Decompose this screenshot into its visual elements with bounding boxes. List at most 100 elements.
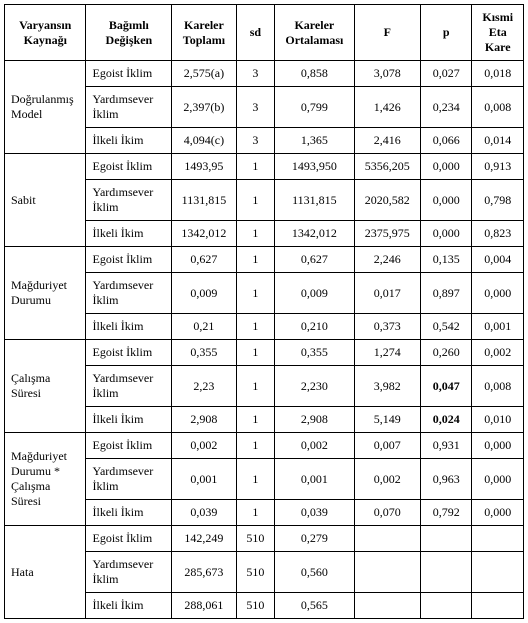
sd-cell: 1	[236, 314, 275, 340]
sd-cell: 1	[236, 273, 275, 314]
dv-cell: Egoist İklim	[86, 61, 172, 87]
f-cell: 3,982	[354, 366, 420, 407]
dv-cell: İlkeli İkim	[86, 128, 172, 154]
f-cell: 5,149	[354, 407, 420, 433]
header-row: Varyansın Kaynağı Bağımlı Değişken Karel…	[5, 5, 524, 61]
ms-cell: 0,627	[275, 247, 354, 273]
f-cell: 2020,582	[354, 180, 420, 221]
header-ms: Kareler Ortalaması	[275, 5, 354, 61]
table-row: SabitEgoist İklim1493,9511493,9505356,20…	[5, 154, 524, 180]
ss-cell: 0,21	[172, 314, 236, 340]
ss-cell: 0,355	[172, 340, 236, 366]
dv-cell: İlkeli İkim	[86, 314, 172, 340]
dv-cell: Yardımsever İklim	[86, 366, 172, 407]
dv-cell: Egoist İklim	[86, 526, 172, 552]
f-cell: 3,078	[354, 61, 420, 87]
eta-cell: 0,000	[472, 273, 524, 314]
p-cell: 0,135	[421, 247, 472, 273]
p-cell	[421, 593, 472, 619]
p-cell: 0,000	[421, 221, 472, 247]
table-row: Mağduriyet DurumuEgoist İklim0,62710,627…	[5, 247, 524, 273]
dv-cell: Yardımsever İklim	[86, 552, 172, 593]
sd-cell: 510	[236, 552, 275, 593]
f-cell	[354, 593, 420, 619]
sd-cell: 3	[236, 87, 275, 128]
ss-cell: 0,039	[172, 500, 236, 526]
source-cell: Mağduriyet Durumu * Çalışma Süresi	[5, 433, 86, 526]
f-cell	[354, 526, 420, 552]
ss-cell: 142,249	[172, 526, 236, 552]
ms-cell: 0,799	[275, 87, 354, 128]
dv-cell: Egoist İklim	[86, 433, 172, 459]
p-cell: 0,000	[421, 154, 472, 180]
p-cell	[421, 552, 472, 593]
dv-cell: İlkeli İkim	[86, 500, 172, 526]
ss-cell: 2,575(a)	[172, 61, 236, 87]
sd-cell: 1	[236, 180, 275, 221]
p-cell: 0,024	[421, 407, 472, 433]
sd-cell: 1	[236, 366, 275, 407]
header-sd: sd	[236, 5, 275, 61]
f-cell: 1,274	[354, 340, 420, 366]
header-eta: Kısmi Eta Kare	[472, 5, 524, 61]
ms-cell: 2,908	[275, 407, 354, 433]
ms-cell: 0,210	[275, 314, 354, 340]
p-cell: 0,542	[421, 314, 472, 340]
sd-cell: 510	[236, 593, 275, 619]
f-cell: 5356,205	[354, 154, 420, 180]
p-cell: 0,963	[421, 459, 472, 500]
f-cell: 0,002	[354, 459, 420, 500]
ms-cell: 1493,950	[275, 154, 354, 180]
f-cell: 0,017	[354, 273, 420, 314]
ms-cell: 0,355	[275, 340, 354, 366]
ms-cell: 2,230	[275, 366, 354, 407]
eta-cell: 0,018	[472, 61, 524, 87]
header-source: Varyansın Kaynağı	[5, 5, 86, 61]
source-cell: Sabit	[5, 154, 86, 247]
p-cell: 0,897	[421, 273, 472, 314]
sd-cell: 1	[236, 459, 275, 500]
eta-cell: 0,823	[472, 221, 524, 247]
anova-table: Varyansın Kaynağı Bağımlı Değişken Karel…	[4, 4, 524, 619]
ms-cell: 0,002	[275, 433, 354, 459]
f-cell: 0,373	[354, 314, 420, 340]
ss-cell: 0,002	[172, 433, 236, 459]
f-cell	[354, 552, 420, 593]
dv-cell: İlkeli İkim	[86, 221, 172, 247]
dv-cell: Yardımsever İklim	[86, 273, 172, 314]
header-ss: Kareler Toplamı	[172, 5, 236, 61]
ms-cell: 1,365	[275, 128, 354, 154]
sd-cell: 1	[236, 500, 275, 526]
p-cell: 0,000	[421, 180, 472, 221]
p-cell: 0,260	[421, 340, 472, 366]
ms-cell: 0,279	[275, 526, 354, 552]
source-cell: Çalışma Süresi	[5, 340, 86, 433]
eta-cell: 0,014	[472, 128, 524, 154]
ss-cell: 288,061	[172, 593, 236, 619]
ss-cell: 1131,815	[172, 180, 236, 221]
dv-cell: Egoist İklim	[86, 247, 172, 273]
dv-cell: Egoist İklim	[86, 340, 172, 366]
ss-cell: 2,908	[172, 407, 236, 433]
ms-cell: 0,560	[275, 552, 354, 593]
p-cell: 0,792	[421, 500, 472, 526]
f-cell: 2,246	[354, 247, 420, 273]
ss-cell: 0,009	[172, 273, 236, 314]
eta-cell: 0,000	[472, 459, 524, 500]
p-cell: 0,931	[421, 433, 472, 459]
p-cell	[421, 526, 472, 552]
p-cell: 0,066	[421, 128, 472, 154]
eta-cell: 0,002	[472, 340, 524, 366]
ms-cell: 1342,012	[275, 221, 354, 247]
ss-cell: 2,23	[172, 366, 236, 407]
ms-cell: 0,565	[275, 593, 354, 619]
dv-cell: Yardımsever İklim	[86, 180, 172, 221]
f-cell: 0,007	[354, 433, 420, 459]
ss-cell: 285,673	[172, 552, 236, 593]
f-cell: 2375,975	[354, 221, 420, 247]
p-cell: 0,047	[421, 366, 472, 407]
eta-cell	[472, 526, 524, 552]
ss-cell: 1493,95	[172, 154, 236, 180]
eta-cell: 0,010	[472, 407, 524, 433]
eta-cell: 0,000	[472, 433, 524, 459]
